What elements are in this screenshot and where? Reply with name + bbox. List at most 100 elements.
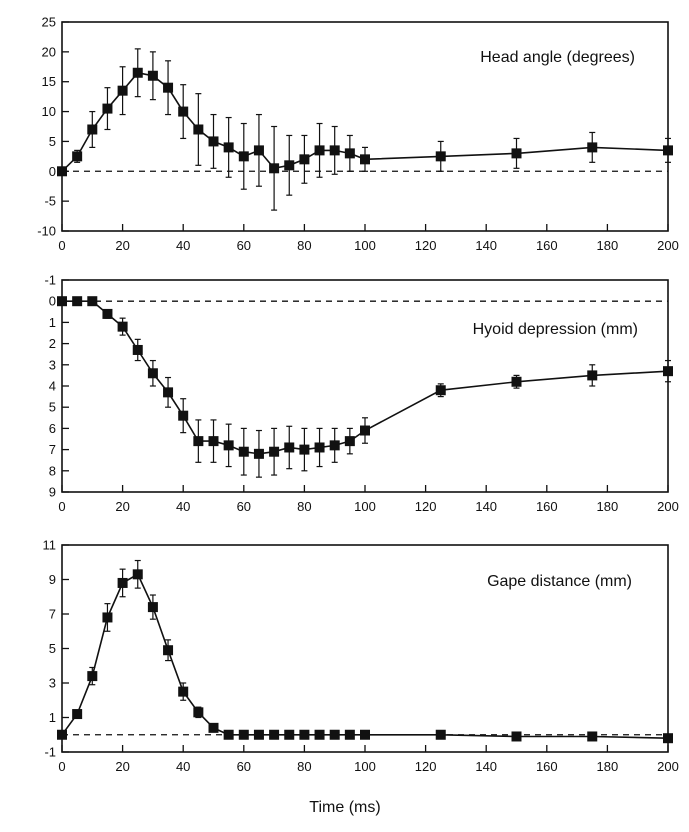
data-point (587, 370, 598, 381)
data-point (163, 387, 174, 398)
x-tick-label: 20 (115, 759, 129, 774)
data-point (299, 154, 310, 165)
data-point (269, 446, 280, 457)
x-tick-label: 200 (657, 759, 679, 774)
y-tick-label: 25 (42, 15, 56, 30)
data-point (511, 376, 522, 387)
data-point (163, 645, 174, 656)
data-point (57, 729, 67, 740)
x-tick-label: 20 (115, 238, 129, 253)
data-point (511, 148, 522, 159)
data-point (223, 142, 234, 153)
x-tick-label: 20 (115, 499, 129, 514)
y-tick-label: 20 (42, 44, 56, 59)
data-point (147, 368, 158, 379)
data-point (193, 124, 204, 135)
data-point (314, 729, 325, 740)
data-point (208, 722, 219, 733)
x-tick-label: 0 (58, 238, 65, 253)
x-tick-label: 0 (58, 499, 65, 514)
y-tick-label: 3 (49, 357, 56, 372)
data-point (147, 602, 158, 613)
y-tick-label: 0 (49, 294, 56, 309)
x-tick-label: 120 (415, 499, 437, 514)
data-point (132, 569, 143, 580)
y-tick-label: 5 (49, 134, 56, 149)
y-tick-label: 15 (42, 74, 56, 89)
y-tick-label: 5 (49, 400, 56, 415)
x-tick-label: 120 (415, 759, 437, 774)
x-tick-label: 60 (237, 499, 251, 514)
y-tick-label: 9 (49, 572, 56, 587)
data-point (102, 612, 113, 623)
x-tick-label: 60 (237, 759, 251, 774)
data-point (344, 729, 355, 740)
x-tick-label: 40 (176, 238, 190, 253)
data-point (208, 436, 219, 447)
data-point (663, 733, 673, 744)
data-point (102, 103, 113, 114)
x-tick-label: 100 (354, 759, 376, 774)
data-point (344, 436, 355, 447)
data-point (132, 344, 143, 355)
data-point (663, 366, 673, 377)
data-point (435, 385, 446, 396)
data-point (223, 440, 234, 451)
y-tick-label: 7 (49, 607, 56, 622)
x-tick-label: 120 (415, 238, 437, 253)
y-tick-label: 7 (49, 442, 56, 457)
data-point (238, 151, 249, 162)
data-point (72, 296, 83, 307)
data-point (72, 709, 83, 720)
x-axis-title: Time (ms) (309, 799, 380, 816)
x-tick-label: 200 (657, 238, 679, 253)
panel-title: Head angle (degrees) (480, 49, 635, 66)
y-tick-label: -5 (44, 194, 56, 209)
y-tick-label: 5 (49, 641, 56, 656)
x-tick-label: 80 (297, 499, 311, 514)
data-point (223, 729, 234, 740)
data-point (344, 148, 355, 159)
y-tick-label: 4 (49, 379, 56, 394)
data-point (360, 425, 370, 436)
y-tick-label: 3 (49, 676, 56, 691)
y-tick-label: 6 (49, 421, 56, 436)
x-tick-label: 200 (657, 499, 679, 514)
data-point (87, 671, 98, 682)
y-tick-label: 2 (49, 336, 56, 351)
data-point (253, 448, 264, 459)
data-point (299, 729, 310, 740)
data-point (193, 707, 204, 718)
data-point (329, 145, 340, 156)
data-point (511, 731, 522, 742)
y-tick-label: 8 (49, 463, 56, 478)
x-tick-label: 180 (597, 759, 619, 774)
data-point (587, 142, 598, 153)
data-point (178, 106, 189, 117)
y-tick-label: 0 (49, 164, 56, 179)
data-point (329, 729, 340, 740)
x-tick-label: 180 (597, 238, 619, 253)
x-tick-label: 100 (354, 238, 376, 253)
panel-title: Hyoid depression (mm) (473, 321, 638, 338)
y-tick-label: 9 (49, 485, 56, 500)
y-tick-label: 11 (43, 538, 57, 553)
y-tick-label: 1 (49, 710, 56, 725)
data-point (208, 136, 219, 147)
x-tick-label: 140 (475, 499, 497, 514)
data-point (587, 731, 598, 742)
x-tick-label: 160 (536, 499, 558, 514)
x-tick-label: 0 (58, 759, 65, 774)
x-tick-label: 40 (176, 499, 190, 514)
data-point (178, 410, 189, 421)
y-tick-label: 1 (49, 315, 56, 330)
data-point (117, 577, 128, 588)
data-point (238, 729, 249, 740)
data-point (269, 163, 280, 174)
x-tick-label: 160 (536, 238, 558, 253)
y-tick-label: 10 (42, 104, 56, 119)
x-tick-label: 100 (354, 499, 376, 514)
